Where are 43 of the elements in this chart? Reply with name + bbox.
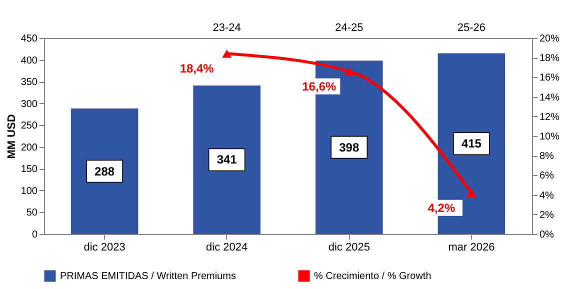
- y2-tick-label: 4%: [540, 190, 554, 202]
- data-label: 415: [461, 136, 482, 151]
- y2-tick-label: 8%: [540, 151, 554, 162]
- x-tick-label: dic 2025: [328, 242, 370, 254]
- y-tick-label: 450: [20, 34, 38, 44]
- y-tick-label: 0: [32, 230, 38, 240]
- bar: [70, 108, 138, 234]
- text: 23-24: [212, 22, 241, 34]
- y2-tick-label: 18%: [540, 53, 560, 64]
- y-tick-label: 250: [20, 120, 38, 132]
- y-tick-label: 300: [20, 98, 38, 110]
- x-tick-label: dic 2024: [206, 242, 248, 254]
- y-tick-label: 50: [26, 208, 38, 219]
- y-tick-label: 350: [20, 77, 38, 88]
- point: [222, 50, 232, 58]
- y2-tick-label: 6%: [540, 170, 554, 182]
- y-tick-label: 150: [20, 164, 38, 176]
- y2-tick-label: 12%: [540, 112, 560, 123]
- y-tick-label: 400: [20, 55, 38, 66]
- y2-tick-label: 16%: [540, 72, 560, 84]
- y-tick-label: 200: [20, 142, 38, 154]
- y-tick-label: 100: [20, 186, 38, 197]
- data-label: 341: [216, 152, 238, 167]
- y-axis-title: MM USD: [6, 114, 18, 159]
- bar: [193, 85, 260, 234]
- x-tick-label: dic 2023: [84, 242, 126, 254]
- point: [344, 67, 354, 76]
- legend-label: % Crecimiento / % Growth: [314, 271, 432, 282]
- data-label: 288: [94, 164, 115, 178]
- text: 25-26: [457, 22, 486, 34]
- y2-tick-label: 10%: [540, 132, 560, 142]
- point: [466, 188, 476, 197]
- text: 24-25: [335, 22, 364, 34]
- y2-tick-label: 20%: [540, 34, 560, 44]
- data-label: 4,2%: [428, 200, 456, 215]
- y2-tick-label: 2%: [540, 210, 554, 221]
- data-label: 18,4%: [180, 62, 214, 76]
- y2-tick-label: 14%: [540, 92, 560, 104]
- data-label: 16,6%: [302, 79, 336, 94]
- data-label: 398: [339, 140, 360, 154]
- y2-tick-label: 0%: [540, 230, 554, 240]
- legend-label: PRIMAS EMITIDAS / Written Premiums: [60, 271, 236, 282]
- x-tick-label: mar 2026: [448, 242, 495, 254]
